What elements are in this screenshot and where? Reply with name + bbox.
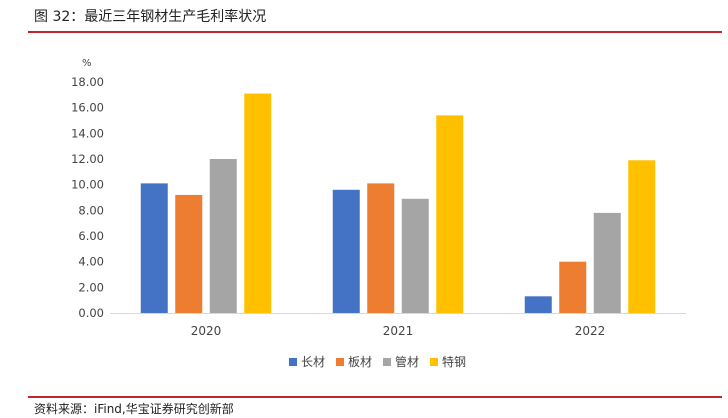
bar	[140, 183, 168, 313]
y-tick-label: 14.00	[71, 126, 104, 140]
y-tick-label: 6.00	[78, 229, 104, 243]
bar	[175, 194, 203, 313]
y-tick-label: 16.00	[71, 101, 104, 115]
legend-swatch	[289, 358, 297, 366]
y-tick-label: 2.00	[78, 280, 104, 294]
axis-layer: % 0.00 2.00 4.00 6.00 8.00 10.00 12.00 14.00 16.0…	[71, 58, 686, 338]
bar	[367, 183, 395, 313]
legend-swatch	[430, 358, 438, 366]
x-tick-label: 2022	[575, 324, 606, 338]
figure-title: 图 32：最近三年钢材生产毛利率状况	[34, 9, 267, 25]
legend-label: 特钢	[442, 354, 466, 369]
source-rule	[28, 396, 722, 398]
y-tick-label: 12.00	[71, 152, 104, 166]
bar-chart: % 0.00 2.00 4.00 6.00 8.00 10.00 12.00 14.00 16.0…	[71, 58, 686, 369]
y-tick-label: 4.00	[78, 255, 104, 269]
bar	[209, 159, 237, 313]
y-unit-label: %	[82, 58, 92, 69]
y-tick-label: 8.00	[78, 203, 104, 217]
legend-label: 长材	[301, 355, 325, 369]
bar	[244, 93, 272, 313]
title-rule	[28, 31, 722, 33]
x-tick-label: 2021	[383, 324, 414, 338]
y-tick-label: 0.00	[78, 306, 104, 320]
source-note: 资料来源：iFind,华宝证券研究创新部	[34, 402, 234, 416]
x-tick-label: 2020	[191, 324, 222, 338]
legend-swatch	[336, 358, 344, 366]
legend: 长材 板材 管材 特钢	[289, 354, 466, 369]
bar	[332, 189, 360, 313]
legend-label: 管材	[395, 354, 419, 369]
bar	[628, 160, 656, 313]
bar	[436, 115, 464, 313]
legend-label: 板材	[348, 355, 372, 369]
legend-swatch	[383, 358, 391, 366]
bar	[401, 198, 429, 313]
y-tick-label: 18.00	[71, 75, 104, 89]
bars-layer	[140, 93, 656, 313]
bar	[524, 296, 552, 313]
y-tick-label: 10.00	[71, 178, 104, 192]
bar	[559, 261, 587, 313]
bar	[593, 212, 621, 313]
